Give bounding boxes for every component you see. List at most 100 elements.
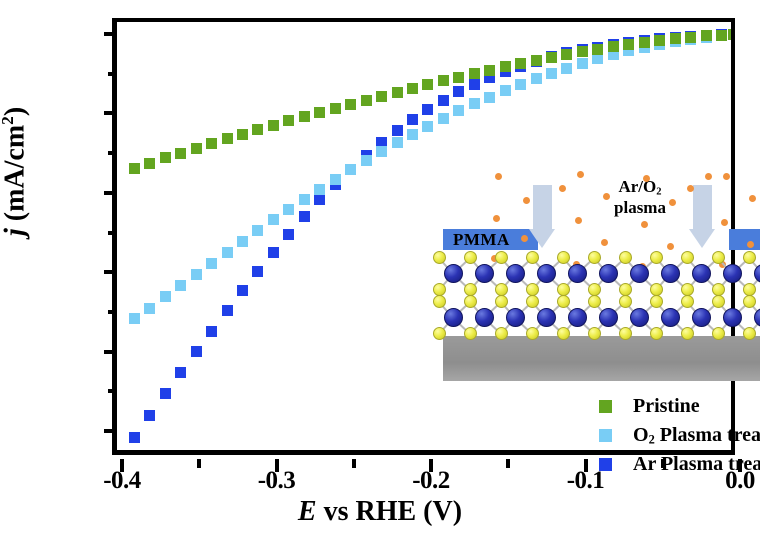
molybdenum-atom [722, 307, 742, 327]
plot-frame: 0-200-400-600-800-1000-0.4-0.3-0.2-0.10.… [103, 18, 760, 494]
x-tick-minor [660, 459, 665, 468]
data-point [607, 41, 619, 53]
data-point [159, 152, 171, 164]
x-tick-minor [197, 459, 202, 468]
sulfur-atom [649, 250, 663, 264]
sulfur-atom [432, 250, 446, 264]
plasma-particle [721, 219, 728, 226]
sulfur-atom [587, 250, 601, 264]
sulfur-atom [432, 294, 446, 308]
y-axis-paren: ) [0, 106, 31, 117]
x-tick-label: -0.3 [257, 467, 296, 494]
arrow-shaft [532, 185, 552, 229]
sulfur-atom [711, 326, 725, 340]
sulfur-atom [649, 294, 663, 308]
x-tick-minor [351, 459, 356, 468]
data-point [252, 225, 264, 237]
data-point [685, 31, 697, 43]
substrate-block [443, 336, 760, 381]
data-point [468, 68, 480, 80]
plasma-particle [523, 197, 530, 204]
sulfur-atom [463, 250, 477, 264]
sulfur-atom [463, 326, 477, 340]
x-tick-minor [506, 459, 511, 468]
y-tick-major [104, 349, 117, 354]
x-tick-major [583, 459, 588, 472]
data-point [144, 157, 156, 169]
sulfur-atom [494, 250, 508, 264]
pmma-label: PMMA [453, 230, 510, 249]
data-point [144, 409, 156, 421]
data-point [221, 305, 233, 317]
legend-label: O2 Plasma treatment [633, 423, 760, 447]
sulfur-atom [711, 294, 725, 308]
data-point [453, 71, 465, 83]
data-point [484, 64, 496, 76]
sulfur-atom [556, 250, 570, 264]
data-point [623, 38, 635, 50]
data-point [576, 57, 588, 69]
data-point [468, 98, 480, 110]
data-point [345, 98, 357, 110]
sulfur-atom [742, 250, 756, 264]
data-point [128, 313, 140, 325]
data-point [546, 51, 557, 63]
data-point [592, 53, 604, 65]
data-point [406, 128, 418, 140]
sulfur-atom [494, 294, 508, 308]
data-point [499, 85, 511, 97]
molybdenum-atom [567, 263, 587, 283]
y-axis-title: j (mA/cm2) [0, 107, 31, 236]
x-axis-symbol: E [297, 496, 317, 527]
plasma-arrow-right [689, 185, 715, 248]
data-point [190, 346, 202, 358]
plasma-particle [705, 173, 712, 180]
data-point [298, 111, 310, 123]
data-point [728, 28, 731, 40]
molybdenum-atom [629, 307, 649, 327]
data-point [391, 124, 403, 136]
data-point [329, 173, 341, 185]
data-point [422, 120, 434, 132]
plasma-particle [493, 215, 500, 222]
legend: Pristine O2 Plasma treatment Ar Plasma tre… [599, 392, 760, 479]
data-point [468, 78, 480, 90]
legend-item: Ar Plasma treatment [599, 450, 760, 479]
sulfur-atom [525, 294, 539, 308]
sulfur-atom [742, 282, 756, 296]
legend-label: Pristine [633, 395, 700, 417]
molybdenum-atom [536, 307, 556, 327]
data-point [391, 137, 403, 149]
sulfur-atom [463, 282, 477, 296]
data-point [206, 138, 218, 150]
data-point [267, 119, 279, 131]
data-point [221, 133, 233, 145]
legend-swatch [599, 400, 612, 413]
pmma-bar-left [443, 229, 538, 250]
plot-area [117, 22, 731, 450]
data-point [638, 36, 650, 48]
sulfur-atom [711, 250, 725, 264]
data-point [484, 91, 496, 103]
data-point [175, 367, 187, 379]
y-tick-minor [108, 151, 117, 156]
data-point [422, 79, 434, 91]
data-point [360, 94, 372, 106]
plasma-particle [577, 171, 584, 178]
data-point [437, 113, 449, 125]
data-point [453, 86, 465, 98]
plasma-particle [559, 185, 566, 192]
data-point [376, 136, 388, 148]
data-point [267, 214, 279, 226]
data-point [546, 67, 557, 79]
sulfur-atom [525, 250, 539, 264]
sulfur-atom [680, 294, 694, 308]
data-point [283, 115, 295, 127]
data-point [159, 388, 171, 400]
molybdenum-atom [598, 307, 618, 327]
plasma-particle [749, 195, 756, 202]
data-point [700, 30, 712, 42]
sulfur-atom [587, 294, 601, 308]
data-point [206, 325, 218, 337]
data-point [267, 246, 279, 258]
